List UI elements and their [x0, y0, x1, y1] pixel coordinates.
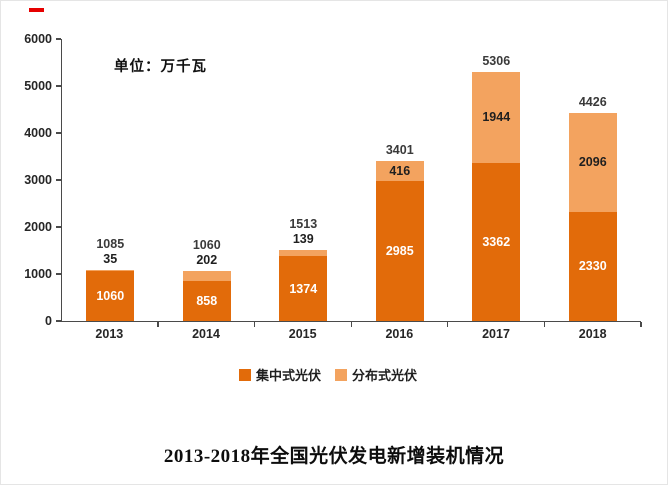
y-tick-label: 3000: [24, 173, 52, 187]
red-dash-decoration: [29, 8, 44, 12]
chart-title: 2013-2018年全国光伏发电新增装机情况: [163, 446, 505, 467]
y-tick-label: 5000: [24, 79, 52, 93]
bar-value-labels: 3401: [352, 143, 449, 158]
unit-label: 单位：万千瓦: [114, 59, 207, 75]
y-tick-label: 1000: [24, 267, 52, 281]
bar-segment: [182, 271, 231, 281]
x-axis-label: 2015: [288, 327, 317, 341]
x-axis-label: 2016: [385, 327, 414, 341]
bar-group: 3401 416 2985: [352, 39, 449, 321]
total-value-label: 1513: [289, 216, 318, 231]
segment-value-label: 202: [196, 253, 218, 268]
x-tick-mark: [543, 322, 545, 327]
x-axis-labels: 2013 2014 2015 2016 2017 2018: [61, 327, 641, 341]
y-tick-mark: [56, 132, 61, 134]
segment-value-label: 139: [292, 231, 314, 246]
segment-value-label: 1944: [482, 110, 511, 125]
bar-segment: 1060: [86, 271, 135, 321]
bar-value-labels: 1085 35: [62, 237, 159, 267]
stacked-bar: 2096 2330: [568, 113, 617, 321]
bar-value-labels: 1513 139: [255, 217, 352, 247]
y-tick-mark: [56, 320, 61, 322]
bar-segment: 416: [375, 161, 424, 181]
segment-value-label: 35: [103, 251, 118, 266]
y-axis: 0 1000 2000 3000 4000 5000 6000: [15, 32, 61, 328]
legend-swatch: [335, 368, 347, 381]
stacked-bar: 858: [182, 271, 231, 321]
legend-item: 集中式光伏: [238, 365, 321, 384]
segment-value-label: 2096: [578, 155, 607, 170]
segment-value-label: 858: [196, 293, 218, 308]
legend-label: 集中式光伏: [255, 368, 321, 383]
y-tick-label: 6000: [24, 32, 52, 46]
bar-value-labels: 1060 202: [159, 238, 256, 268]
stacked-bar: 1944 3362: [472, 71, 521, 321]
total-value-label: 3401: [385, 143, 414, 158]
stacked-bar: 416 2985: [375, 161, 424, 321]
total-value-label: 1085: [96, 236, 125, 251]
bar-group: 1085 35 1060: [62, 39, 159, 321]
legend: 集中式光伏 分布式光伏: [15, 365, 641, 384]
y-tick-label: 0: [45, 314, 52, 328]
y-tick-label: 4000: [24, 126, 52, 140]
y-tick-mark: [56, 273, 61, 275]
segment-value-label: 3362: [482, 235, 511, 249]
plot-area: 1085 35 1060 1060 202 858 1513 139 1374 3401 416 29…: [56, 38, 642, 327]
bar-value-labels: 5306: [448, 54, 545, 69]
bar-segment: 1944: [472, 71, 521, 163]
y-tick-mark: [56, 38, 61, 40]
total-value-label: 5306: [482, 53, 511, 68]
total-value-label: 4426: [578, 94, 607, 109]
bar-group: 4426 2096 2330: [545, 39, 642, 321]
segment-value-label: 416: [389, 163, 411, 178]
x-axis-label: 2017: [482, 327, 510, 341]
stacked-bar: 1060: [86, 269, 135, 321]
stacked-bar-chart: 0 1000 2000 3000 4000 5000 6000 1085 35 1060 1060…: [15, 32, 642, 384]
x-axis-label: 2018: [578, 327, 607, 341]
x-tick-mark: [446, 322, 449, 327]
x-tick-mark: [350, 322, 352, 327]
segment-value-label: 2330: [578, 259, 607, 274]
x-tick-mark: [157, 322, 159, 327]
x-axis-label: 2014: [192, 327, 220, 341]
bars-row: 1085 35 1060 1060 202 858 1513 139 1374 3401 416 29…: [62, 39, 641, 321]
bar-segment: [86, 269, 135, 272]
bar-segment: [279, 249, 328, 257]
bar-group: 1513 139 1374: [255, 39, 352, 321]
y-tick-mark: [56, 179, 61, 181]
x-tick-mark: [253, 322, 256, 327]
bar-value-labels: 4426: [545, 95, 642, 110]
stacked-bar: 1374: [279, 249, 328, 321]
bar-segment: 1374: [279, 256, 328, 321]
bar-segment: 3362: [472, 163, 521, 321]
x-axis-label: 2013: [95, 327, 124, 341]
x-tick-mark: [640, 322, 642, 327]
bar-group: 5306 1944 3362: [448, 39, 545, 321]
segment-value-label: 1374: [289, 281, 318, 296]
bar-segment: 2330: [568, 211, 617, 321]
total-value-label: 1060: [192, 238, 221, 253]
y-tick-mark: [56, 85, 61, 87]
legend-label: 分布式光伏: [352, 368, 418, 383]
segment-value-label: 2985: [385, 243, 414, 258]
legend-swatch: [238, 368, 251, 381]
bar-segment: 2985: [375, 180, 424, 321]
y-tick-label: 2000: [24, 220, 52, 234]
bar-segment: 2096: [568, 113, 617, 212]
segment-value-label: 1060: [96, 289, 125, 304]
bar-segment: 858: [182, 280, 231, 321]
bar-group: 1060 202 858: [159, 39, 256, 321]
y-tick-mark: [56, 226, 61, 228]
legend-item: 分布式光伏: [335, 365, 417, 384]
